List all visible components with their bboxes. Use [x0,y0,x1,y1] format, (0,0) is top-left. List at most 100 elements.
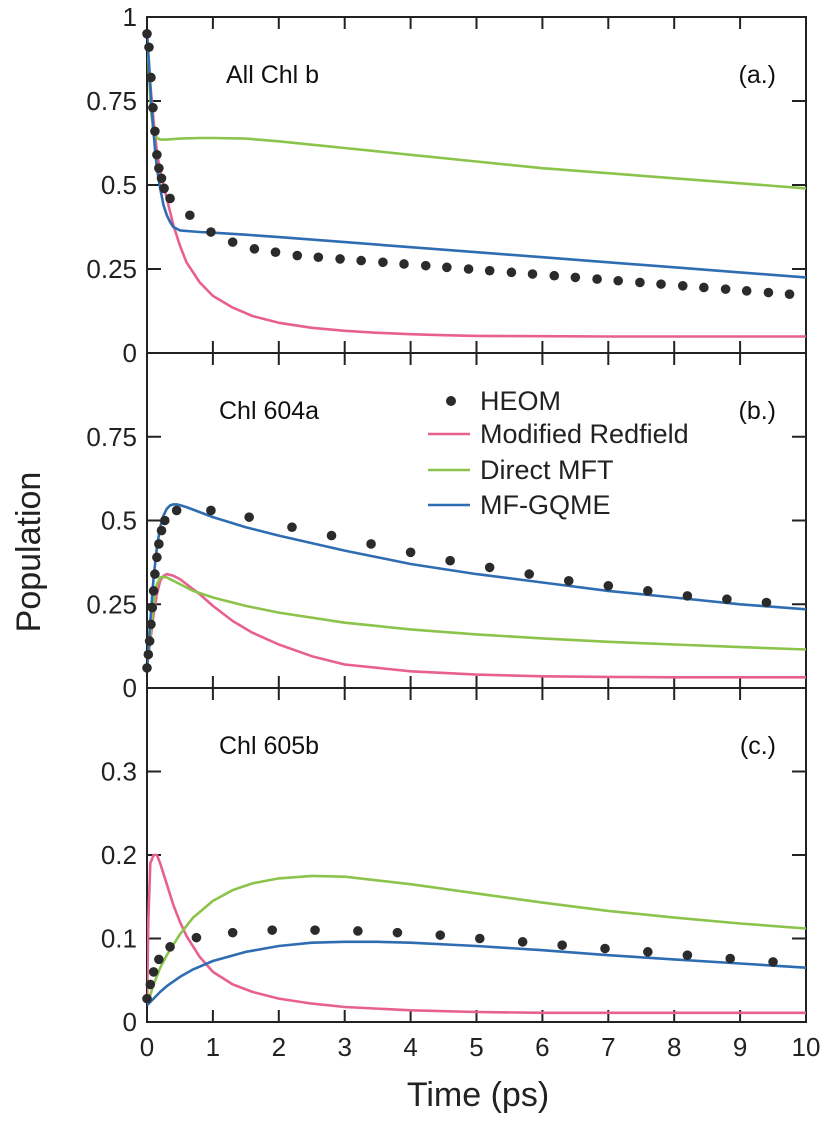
panel-b-heom-point [484,562,495,573]
panel-b-heom-point [144,636,155,646]
panel-a-heom-point [741,286,752,296]
panel-b-ytick-label: 0.5 [101,506,137,536]
panel-a-heom-point [227,237,238,247]
panel-b-heom-point [150,569,160,579]
panel-a-heom-point [378,257,388,268]
panel-c-redfield-line [147,853,806,1015]
panel-a-heom-point [185,210,195,221]
panel-c-xtick-label: 10 [792,1032,821,1062]
panel-a-heom-point [154,163,164,173]
panel-b-heom-point [643,586,653,596]
panel-c-heom-point [227,927,238,938]
panel-a-heom-point [484,265,495,276]
panel-c-mft-line [147,874,806,1006]
panel-b-heom-point [147,602,158,613]
panel-b-heom-point [761,597,772,608]
panel-c-xtick-label: 4 [403,1032,417,1062]
panel-c-heom-point [435,930,446,940]
panel-c-title: Chl 605b [219,732,319,760]
panel-a-heom-point [249,244,260,254]
panel-b-ytick-label: 0.75 [86,422,137,452]
panel-a-ytick-label: 1 [123,2,137,32]
panel-b-mft-line [147,575,806,669]
panel-c-xtick-label: 6 [535,1032,549,1062]
panel-a-heom-point [270,247,281,257]
panel-b-heom-point [148,586,159,596]
panel-b-heom-point [563,576,574,586]
panel-a-heom-point [506,267,517,278]
panel-a-heom-point [699,282,709,293]
panel-b-heom-point [366,539,376,549]
panel-c: 0 0.1 0.2 0.3 0 1 2 3 4 5 6 7 8 9 10 Chl 605b (c.) [101,687,821,1062]
panel-c-heom-point [191,932,202,943]
panel-a-heom-point [763,287,774,298]
panel-a-heom-point [613,275,623,286]
panel-a-heom-point [148,102,158,113]
panel-c-ytick-label: 0.1 [101,924,137,954]
panel-a: 0 0.25 0.5 0.75 1 All Chl b (a.) [86,2,807,368]
panel-a-heom-point [146,72,156,83]
panel-c-xtick-label: 1 [206,1032,220,1062]
panel-a-gqme-line [147,33,806,279]
legend-item-gqme: MF-GQME [428,490,610,520]
legend-item-redfield: Modified Redfield [428,419,689,449]
x-axis-title: Time (ps) [407,1076,549,1114]
panel-b-heom-point [682,591,693,601]
panel-a-heom-point [784,289,795,300]
y-axis-title: Population [10,472,48,633]
panel-c-heom-point [353,926,363,936]
panel-b-heom-point [143,649,154,660]
panel-c-xtick-label: 3 [337,1032,351,1062]
panel-b-heom-point [206,505,216,516]
panel-a-heom-point [165,193,175,204]
legend-heom-label: HEOM [480,386,561,416]
panel-c-heom-point [142,993,152,1004]
panel-c-label: (c.) [740,732,776,760]
panel-a-ytick-label: 0.75 [86,86,137,116]
panel-c-heom-point [517,937,528,947]
legend-item-heom: HEOM [446,386,561,416]
panel-b-title: Chl 604a [219,397,319,425]
panel-a-heom-point [159,183,169,194]
panel-b-heom-point [142,663,152,673]
panel-c-ytick-label: 0 [123,1007,137,1037]
panel-c-heom-point [557,940,567,950]
panel-c-heom-point [148,967,159,977]
panel-b-heom-point [159,515,170,526]
panel-c-xtick-label: 9 [733,1032,747,1062]
panel-a-heom-point [335,254,345,264]
panel-a-heom-point [549,270,560,281]
panel-c-heom-point [392,927,403,938]
panel-a-heom-point [399,259,409,269]
panel-c-gqme-line [147,940,806,1007]
panel-a-ytick-label: 0.5 [101,170,137,200]
panel-a-title: All Chl b [226,61,319,89]
panel-a-heom-point [720,284,731,294]
panel-a-heom-point [570,272,581,283]
panel-a-heom-point [356,255,366,266]
panel-c-ytick-label: 0.2 [101,840,137,870]
panel-a-heom-point [527,269,538,279]
panel-a-heom-point [144,42,154,53]
panel-a-heom-point [292,250,303,261]
panel-a-heom-point [463,264,474,274]
panel-b: 0 0.25 0.5 0.75 Chl 604a (b.) [86,352,807,703]
panel-b-redfield-line [147,572,806,679]
panel-b-heom-point [146,619,156,630]
panel-c-heom-point [165,942,175,952]
panel-c-heom-point [310,925,320,935]
panel-a-ytick-label: 0 [123,338,137,368]
panel-a-heom-point [420,260,431,271]
panel-b-heom-point [326,530,337,541]
panel-a-heom-point [442,262,452,273]
panel-b-heom-point [445,555,455,566]
panel-a-heom-point [150,126,160,137]
panel-a-heom-point [313,252,324,263]
panel-b-heom-point [152,552,162,563]
panel-c-heom-point [267,925,278,935]
panel-b-heom-point [154,539,164,549]
legend-redfield-label: Modified Redfield [480,419,689,449]
